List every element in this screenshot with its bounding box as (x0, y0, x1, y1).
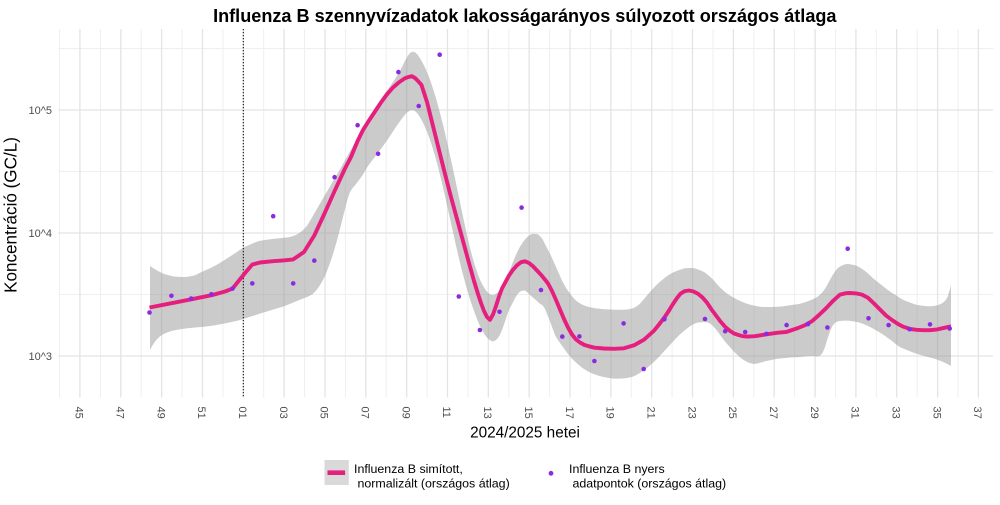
svg-text:21: 21 (644, 407, 656, 419)
svg-text:13: 13 (481, 407, 493, 419)
svg-text:2024/2025 hetei: 2024/2025 hetei (470, 425, 580, 442)
svg-text:05: 05 (318, 407, 330, 419)
svg-text:03: 03 (277, 407, 289, 419)
svg-text:35: 35 (930, 407, 942, 419)
svg-text:Influenza B simított,: Influenza B simított, (354, 462, 463, 476)
svg-text:01: 01 (236, 407, 248, 419)
svg-text:23: 23 (685, 407, 697, 419)
svg-text:10^3: 10^3 (28, 351, 52, 363)
svg-text:47: 47 (114, 407, 126, 419)
svg-text:adatpontok (országos átlag): adatpontok (országos átlag) (573, 477, 727, 491)
svg-text:45: 45 (73, 407, 85, 419)
svg-text:09: 09 (399, 407, 411, 419)
svg-text:normalizált (országos átlag): normalizált (országos átlag) (358, 477, 510, 491)
svg-text:Influenza B nyers: Influenza B nyers (569, 462, 665, 476)
svg-text:51: 51 (195, 407, 207, 419)
svg-text:07: 07 (359, 407, 371, 419)
svg-text:37: 37 (971, 407, 983, 419)
svg-text:25: 25 (726, 407, 738, 419)
svg-text:31: 31 (849, 407, 861, 419)
svg-text:27: 27 (767, 407, 779, 419)
svg-text:29: 29 (808, 407, 820, 419)
svg-text:15: 15 (522, 407, 534, 419)
svg-text:17: 17 (563, 407, 575, 419)
svg-text:33: 33 (890, 407, 902, 419)
svg-text:19: 19 (604, 407, 616, 419)
svg-text:49: 49 (154, 407, 166, 419)
svg-text:10^5: 10^5 (28, 105, 52, 117)
svg-text:11: 11 (440, 407, 452, 418)
svg-text:Koncentráció (GC/L): Koncentráció (GC/L) (2, 137, 21, 293)
svg-text:10^4: 10^4 (28, 228, 52, 240)
svg-text:Influenza B szennyvízadatok la: Influenza B szennyvízadatok lakosságarán… (213, 6, 837, 26)
